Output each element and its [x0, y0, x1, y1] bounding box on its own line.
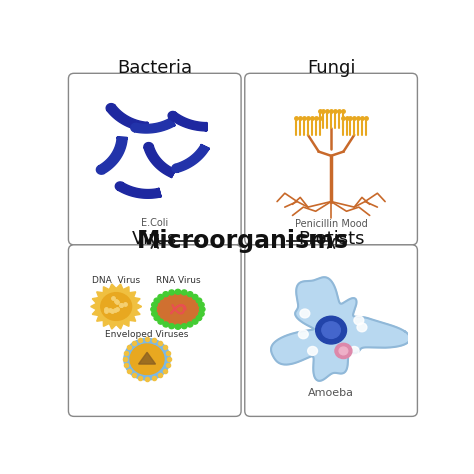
Text: Microorganisms: Microorganisms — [137, 229, 349, 253]
FancyBboxPatch shape — [68, 245, 241, 416]
FancyBboxPatch shape — [68, 73, 241, 245]
Text: Fungi: Fungi — [307, 59, 356, 77]
FancyBboxPatch shape — [245, 73, 418, 245]
Text: Virus: Virus — [132, 230, 177, 248]
FancyBboxPatch shape — [245, 245, 418, 416]
Text: Bacteria: Bacteria — [117, 59, 192, 77]
Text: Protists: Protists — [298, 230, 365, 248]
